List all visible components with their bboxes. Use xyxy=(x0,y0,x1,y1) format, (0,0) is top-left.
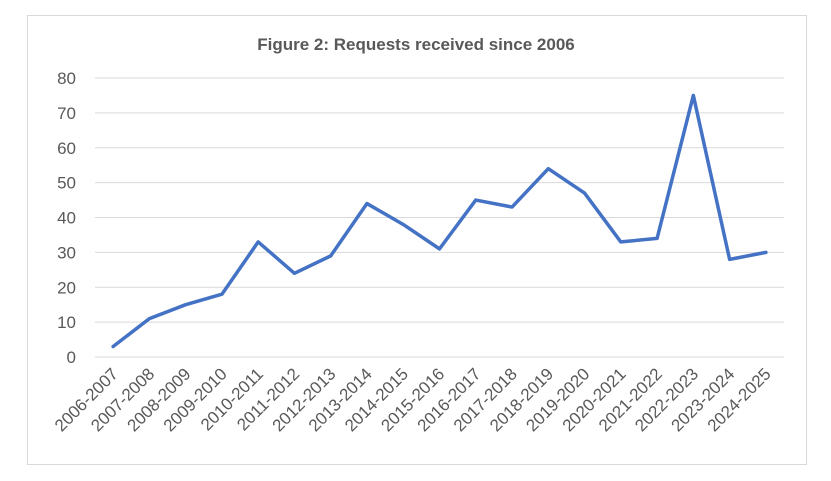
y-tick-label: 30 xyxy=(57,243,76,262)
data-point xyxy=(329,254,333,258)
data-point xyxy=(401,222,405,226)
y-tick-label: 70 xyxy=(57,104,76,123)
x-axis-ticks: 2006-20072007-20082008-20092009-20102010… xyxy=(51,364,775,435)
y-tick-label: 10 xyxy=(57,313,76,332)
data-point xyxy=(691,93,695,97)
data-point xyxy=(619,240,623,244)
y-axis-ticks: 0 10 20 30 40 50 60 70 80 xyxy=(57,69,76,367)
data-point xyxy=(510,205,514,209)
y-tick-label: 60 xyxy=(57,139,76,158)
data-point xyxy=(111,345,115,349)
data-point xyxy=(184,303,188,307)
series-layer xyxy=(111,93,768,349)
data-point xyxy=(764,250,768,254)
y-tick-label: 40 xyxy=(57,209,76,228)
data-point xyxy=(728,257,732,261)
data-point xyxy=(583,191,587,195)
data-point xyxy=(474,198,478,202)
data-point xyxy=(256,240,260,244)
series-line xyxy=(111,93,768,349)
y-tick-label: 50 xyxy=(57,174,76,193)
data-point xyxy=(365,202,369,206)
chart-title: Figure 2: Requests received since 2006 xyxy=(257,35,575,54)
data-point xyxy=(292,271,296,275)
y-tick-label: 80 xyxy=(57,69,76,88)
data-point xyxy=(147,317,151,321)
data-point xyxy=(546,167,550,171)
data-point xyxy=(220,292,224,296)
y-tick-label: 20 xyxy=(57,278,76,297)
data-point xyxy=(438,247,441,251)
y-tick-label: 0 xyxy=(67,348,76,367)
gridlines xyxy=(95,77,784,358)
chart-frame xyxy=(27,15,807,465)
data-point xyxy=(655,236,659,240)
